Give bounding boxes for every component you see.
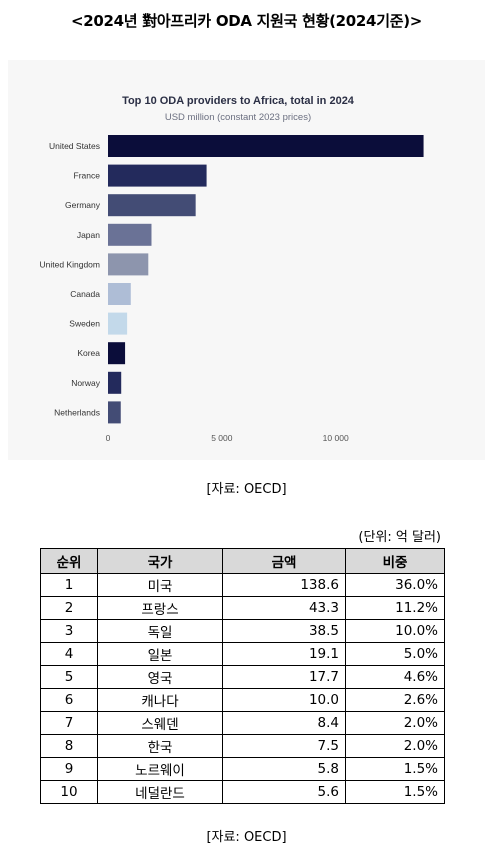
bar — [108, 371, 122, 394]
chart-source: [자료: OECD] — [206, 482, 287, 497]
amount-cell: 10.0 — [222, 688, 346, 712]
category-label: United Kingdom — [40, 259, 100, 269]
ranking-table: 순위 국가 금액 비중 1 미국 138.6 36.0% 2 프랑스 43.3 11.2% 3 독… — [40, 548, 445, 804]
bar — [108, 164, 207, 187]
table-body: 1 미국 138.6 36.0% 2 프랑스 43.3 11.2% 3 독일 38.5 10.0% 4 일… — [40, 573, 445, 804]
country-cell: 노르웨이 — [97, 757, 223, 781]
amount-cell: 19.1 — [222, 642, 346, 666]
bar — [108, 194, 196, 217]
category-label: Germany — [65, 200, 101, 210]
chart-subtitle: USD million (constant 2023 prices) — [165, 112, 311, 123]
bar — [108, 223, 152, 246]
category-label: France — [74, 171, 101, 181]
table-header-row: 순위 국가 금액 비중 — [40, 548, 445, 574]
share-cell: 4.6% — [345, 665, 445, 689]
bar — [108, 283, 131, 305]
x-tick-label: 5 000 — [211, 433, 233, 443]
share-cell: 2.6% — [345, 688, 445, 712]
category-label: United States — [49, 141, 100, 151]
x-axis-ticks: 0 5 000 10 000 — [106, 433, 349, 443]
chart-canvas: Top 10 ODA providers to Africa, total in… — [40, 95, 424, 443]
country-cell: 네덜란드 — [97, 780, 223, 804]
category-label: Canada — [70, 289, 100, 299]
table-row: 2 프랑스 43.3 11.2% — [40, 596, 445, 620]
x-tick-label: 0 — [106, 433, 111, 443]
amount-cell: 7.5 — [222, 734, 346, 758]
bar — [108, 401, 121, 424]
country-cell: 스웨덴 — [97, 711, 223, 735]
share-cell: 10.0% — [345, 619, 445, 643]
chart-title: Top 10 ODA providers to Africa, total in… — [122, 95, 355, 107]
table-row: 4 일본 19.1 5.0% — [40, 642, 445, 666]
category-label: Netherlands — [54, 407, 100, 417]
table-row: 1 미국 138.6 36.0% — [40, 573, 445, 597]
x-tick-label: 10 000 — [323, 433, 349, 443]
amount-cell: 5.6 — [222, 780, 346, 804]
rank-cell: 6 — [40, 688, 98, 712]
country-cell: 캐나다 — [97, 688, 223, 712]
bar — [108, 342, 126, 365]
table-row: 3 독일 38.5 10.0% — [40, 619, 445, 643]
category-label: Norway — [71, 378, 101, 388]
share-cell: 11.2% — [345, 596, 445, 620]
rank-cell: 10 — [40, 780, 98, 804]
table-row: 8 한국 7.5 2.0% — [40, 734, 445, 758]
unit-note: (단위: 억 달러) — [358, 530, 441, 545]
bar-group — [108, 135, 424, 424]
share-cell: 36.0% — [345, 573, 445, 597]
rank-cell: 8 — [40, 734, 98, 758]
category-label: Sweden — [69, 319, 100, 329]
rank-cell: 3 — [40, 619, 98, 643]
share-cell: 1.5% — [345, 757, 445, 781]
bar — [108, 135, 424, 157]
country-cell: 영국 — [97, 665, 223, 689]
bar — [108, 253, 149, 276]
table-row: 10 네덜란드 5.6 1.5% — [40, 780, 445, 804]
amount-cell: 8.4 — [222, 711, 346, 735]
country-cell: 한국 — [97, 734, 223, 758]
table-source: [자료: OECD] — [206, 830, 287, 845]
country-cell: 프랑스 — [97, 596, 223, 620]
oda-bar-chart: Top 10 ODA providers to Africa, total in… — [8, 60, 485, 460]
table-row: 9 노르웨이 5.8 1.5% — [40, 757, 445, 781]
rank-cell: 4 — [40, 642, 98, 666]
rank-cell: 7 — [40, 711, 98, 735]
amount-cell: 38.5 — [222, 619, 346, 643]
table-row: 6 캐나다 10.0 2.6% — [40, 688, 445, 712]
table-row: 7 스웨덴 8.4 2.0% — [40, 711, 445, 735]
share-cell: 1.5% — [345, 780, 445, 804]
rank-cell: 2 — [40, 596, 98, 620]
amount-cell: 138.6 — [222, 573, 346, 597]
header-country: 국가 — [97, 548, 223, 574]
page-heading: <2024년 對아프리카 ODA 지원국 현황(2024기준)> — [70, 12, 423, 30]
rank-cell: 9 — [40, 757, 98, 781]
country-cell: 미국 — [97, 573, 223, 597]
amount-cell: 5.8 — [222, 757, 346, 781]
amount-cell: 43.3 — [222, 596, 346, 620]
share-cell: 5.0% — [345, 642, 445, 666]
country-cell: 일본 — [97, 642, 223, 666]
category-label: Korea — [77, 348, 100, 358]
header-amount: 금액 — [222, 548, 346, 574]
table-row: 5 영국 17.7 4.6% — [40, 665, 445, 689]
amount-cell: 17.7 — [222, 665, 346, 689]
header-rank: 순위 — [40, 548, 98, 574]
category-labels: United States France Germany Japan United Ki… — [40, 141, 101, 417]
rank-cell: 1 — [40, 573, 98, 597]
category-label: Japan — [77, 230, 100, 240]
header-share: 비중 — [345, 548, 445, 574]
share-cell: 2.0% — [345, 734, 445, 758]
rank-cell: 5 — [40, 665, 98, 689]
bar — [108, 312, 128, 335]
country-cell: 독일 — [97, 619, 223, 643]
share-cell: 2.0% — [345, 711, 445, 735]
